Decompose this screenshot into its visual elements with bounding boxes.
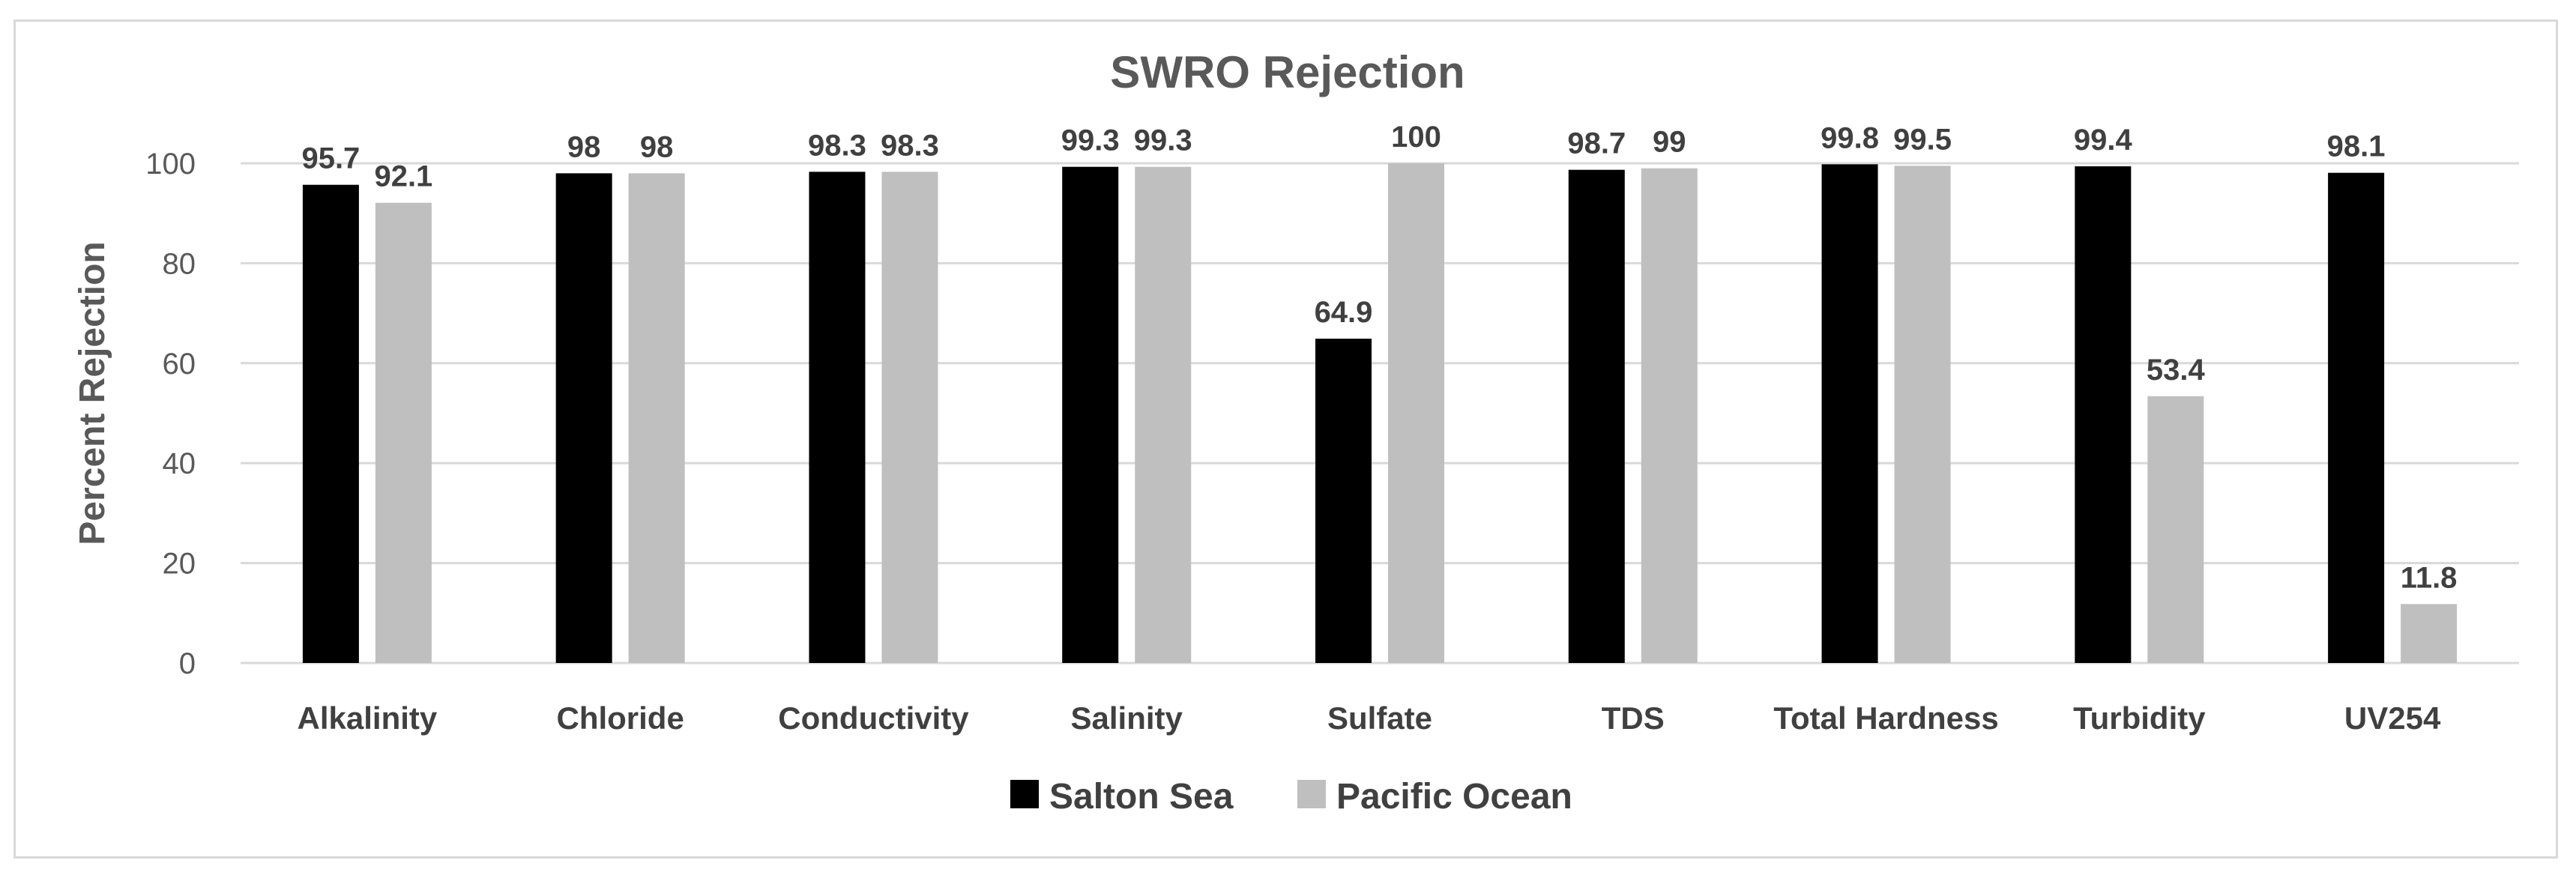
bar-pacific-ocean (628, 173, 685, 664)
bar-salton-sea (1315, 339, 1372, 663)
data-label: 99.3 (1134, 124, 1192, 157)
bar-pacific-ocean (1641, 168, 1698, 664)
x-category-label: Chloride (556, 700, 684, 736)
y-tick-label: 60 (163, 348, 196, 381)
bar-pacific-ocean (1135, 166, 1192, 663)
data-label: 99.3 (1061, 124, 1120, 157)
data-label: 99 (1653, 126, 1686, 159)
data-label: 99.8 (1821, 121, 1879, 154)
x-category-label: Total Hardness (1773, 700, 1998, 736)
data-label: 98.3 (881, 129, 939, 162)
bar-pacific-ocean (2147, 396, 2204, 663)
bar-salton-sea (302, 184, 359, 663)
data-label: 100 (1391, 121, 1441, 154)
data-label: 98.3 (808, 129, 866, 162)
bar-pacific-ocean (375, 202, 432, 663)
x-axis-categories: Alkalinity Chloride Conductivity Salinity Su… (298, 700, 2441, 736)
x-category-label: Salinity (1071, 700, 1183, 736)
bar-salton-sea (809, 172, 866, 664)
data-label: 64.9 (1315, 296, 1373, 329)
data-labels: 95.7 92.1 98 98 98.3 98.3 99.3 99.3 64.9 100 98.7 9… (301, 121, 2457, 594)
data-label: 99.5 (1893, 123, 1952, 156)
bar-pacific-ocean (2401, 604, 2458, 663)
data-label: 98.1 (2327, 130, 2386, 163)
bar-salton-sea (2075, 166, 2132, 663)
y-axis-label: Percent Rejection (73, 241, 112, 545)
bar-salton-sea (2328, 172, 2385, 664)
bar-pacific-ocean (881, 172, 938, 664)
y-tick-label: 20 (163, 548, 196, 581)
data-label: 98 (640, 130, 674, 163)
x-category-label: UV254 (2344, 700, 2441, 736)
bar-salton-sea (555, 173, 612, 664)
data-label: 53.4 (2147, 354, 2206, 387)
chart-area: SWRO Rejection Percent Rejection 0 20 40 60… (13, 19, 2558, 859)
x-category-label: Sulfate (1327, 700, 1432, 736)
legend-label: Salton Sea (1049, 777, 1234, 817)
y-tick-label: 100 (145, 148, 196, 181)
bar-pacific-ocean (1388, 163, 1444, 663)
chart-svg: SWRO Rejection Percent Rejection 0 20 40 60… (73, 47, 2519, 817)
bar-pacific-ocean (1894, 166, 1951, 663)
legend: Salton Sea Pacific Ocean (1010, 777, 1572, 817)
data-label: 92.1 (374, 160, 432, 193)
bar-salton-sea (1821, 164, 1878, 664)
bar-salton-sea (1568, 169, 1625, 663)
bars (302, 163, 2458, 664)
data-label: 98.7 (1567, 127, 1626, 160)
y-tick-label: 80 (163, 247, 196, 280)
gridlines (241, 162, 2519, 664)
chart-title: SWRO Rejection (1110, 47, 1465, 97)
x-category-label: Conductivity (778, 700, 969, 736)
y-tick-label: 0 (179, 647, 196, 680)
legend-label: Pacific Ocean (1336, 777, 1572, 817)
legend-swatch (1010, 780, 1039, 808)
x-category-label: TDS (1602, 700, 1665, 736)
bar-salton-sea (1062, 166, 1119, 663)
data-label: 98 (567, 130, 601, 163)
data-label: 99.4 (2074, 124, 2133, 157)
y-tick-label: 40 (163, 447, 196, 480)
y-axis-ticks: 0 20 40 60 80 100 (145, 148, 196, 680)
data-label: 95.7 (301, 142, 360, 175)
x-category-label: Alkalinity (298, 700, 438, 736)
data-label: 11.8 (2401, 561, 2458, 594)
x-category-label: Turbidity (2073, 700, 2206, 736)
legend-swatch (1297, 780, 1326, 808)
